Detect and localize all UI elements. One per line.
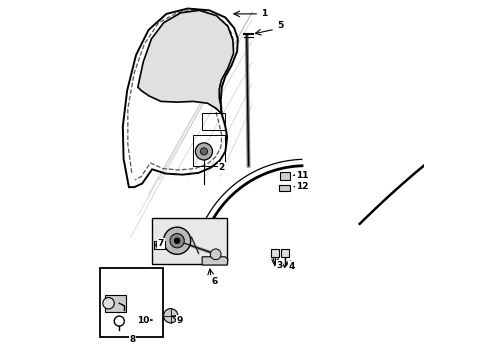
Bar [280,172,290,180]
Bar [202,113,225,130]
Polygon shape [138,10,234,114]
Text: 11: 11 [296,171,308,180]
Circle shape [164,309,178,323]
Text: 4: 4 [289,262,295,271]
Bar [193,135,224,166]
Circle shape [103,297,114,309]
Circle shape [156,242,161,248]
Text: 6: 6 [212,277,218,286]
Text: 3: 3 [276,261,283,270]
Text: 1: 1 [262,9,268,18]
Circle shape [164,227,191,254]
Bar [100,267,163,337]
Text: 9: 9 [177,315,183,324]
Bar [270,249,279,257]
Text: 7: 7 [158,239,164,248]
Bar [105,295,126,312]
Circle shape [170,234,184,248]
Circle shape [174,238,180,244]
Text: 12: 12 [296,182,308,191]
Polygon shape [202,257,228,265]
Circle shape [196,143,213,160]
Bar [154,242,165,249]
Text: 2: 2 [219,163,225,172]
Circle shape [210,249,221,260]
Text: 5: 5 [278,21,284,30]
Bar [152,217,227,264]
Text: 10: 10 [137,315,149,324]
Bar [281,249,289,257]
Circle shape [200,148,207,155]
Text: 8: 8 [129,335,136,344]
Bar [279,185,291,192]
